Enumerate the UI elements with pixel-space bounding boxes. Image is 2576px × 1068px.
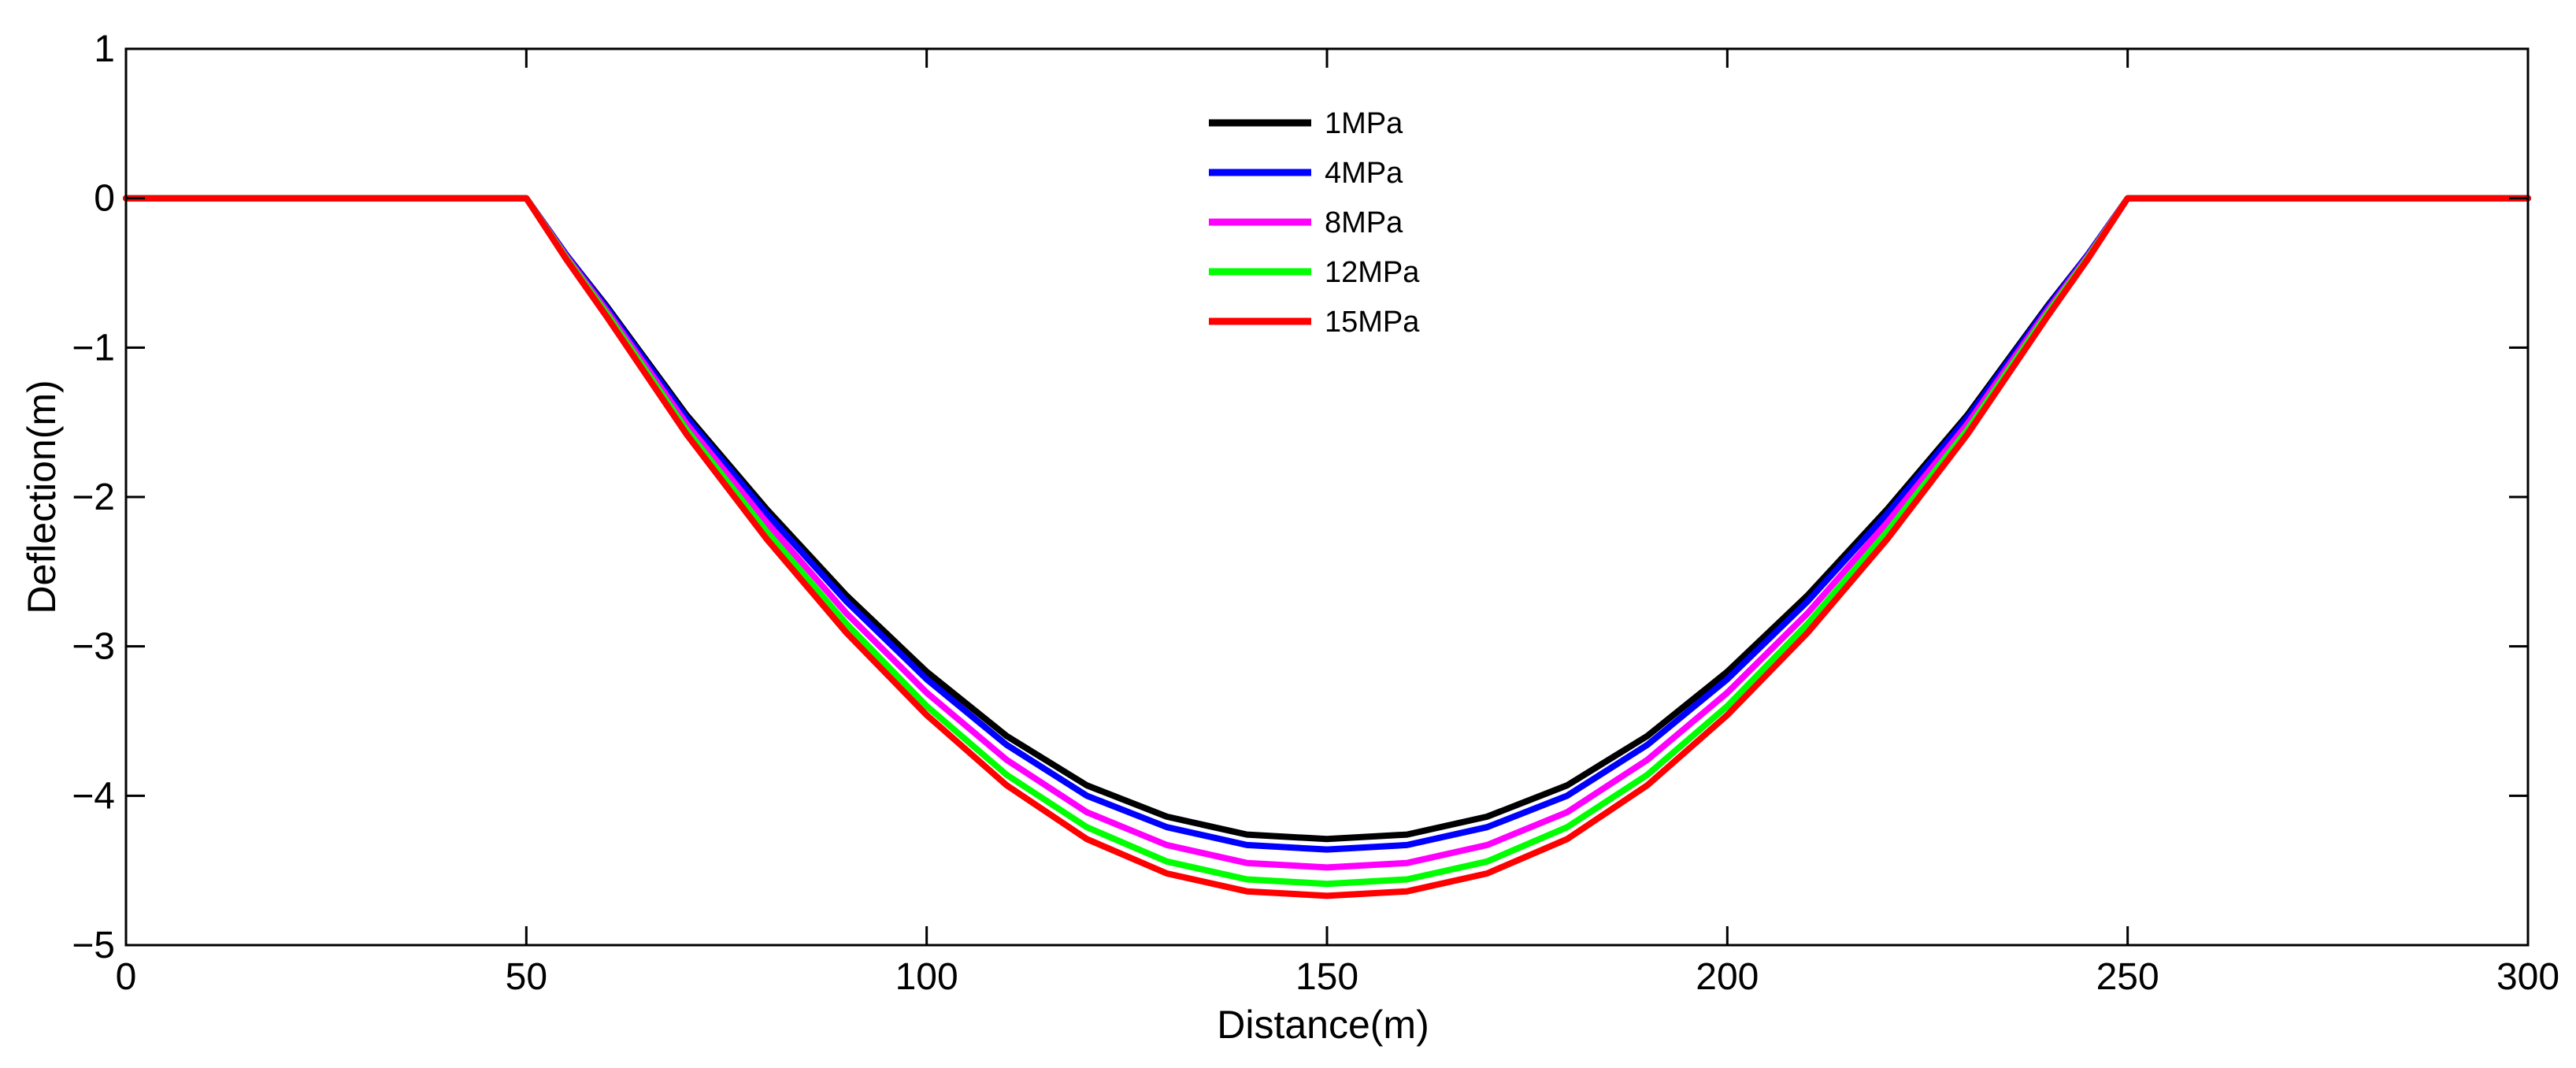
- x-tick-label: 300: [2496, 956, 2559, 998]
- x-tick-label: 50: [506, 956, 547, 998]
- y-tick-label: 1: [94, 28, 115, 70]
- x-tick-label: 0: [116, 956, 137, 998]
- legend-label-1MPa: 1MPa: [1325, 107, 1403, 140]
- x-tick-label: 250: [2096, 956, 2159, 998]
- y-axis-title: Deflection(m): [20, 380, 64, 614]
- y-tick-label: −2: [72, 477, 115, 518]
- y-tick-label: −3: [72, 626, 115, 668]
- y-tick-label: −4: [72, 775, 115, 817]
- y-tick-label: −5: [72, 925, 115, 966]
- series-layer: [123, 195, 2531, 899]
- x-tick-label: 100: [895, 956, 958, 998]
- x-tick-labels: 0 50 100 150 200 250 300: [116, 956, 2559, 998]
- y-tick-label: −1: [72, 327, 115, 369]
- legend-label-15MPa: 15MPa: [1325, 306, 1420, 339]
- y-tick-labels: 1 0 −1 −2 −3 −4 −5: [72, 28, 115, 966]
- legend-label-4MPa: 4MPa: [1325, 157, 1403, 190]
- legend: 1MPa 4MPa 8MPa 12MPa 15MPa: [1209, 107, 1420, 339]
- legend-label-8MPa: 8MPa: [1325, 206, 1403, 239]
- plot-frame: [124, 47, 2530, 947]
- series-line-15MPa: [123, 195, 2531, 899]
- x-tick-label: 150: [1295, 956, 1358, 998]
- x-tick-label: 200: [1696, 956, 1759, 998]
- legend-label-12MPa: 12MPa: [1325, 256, 1420, 289]
- x-axis-title: Distance(m): [1217, 1003, 1429, 1047]
- y-tick-label: 0: [94, 178, 115, 220]
